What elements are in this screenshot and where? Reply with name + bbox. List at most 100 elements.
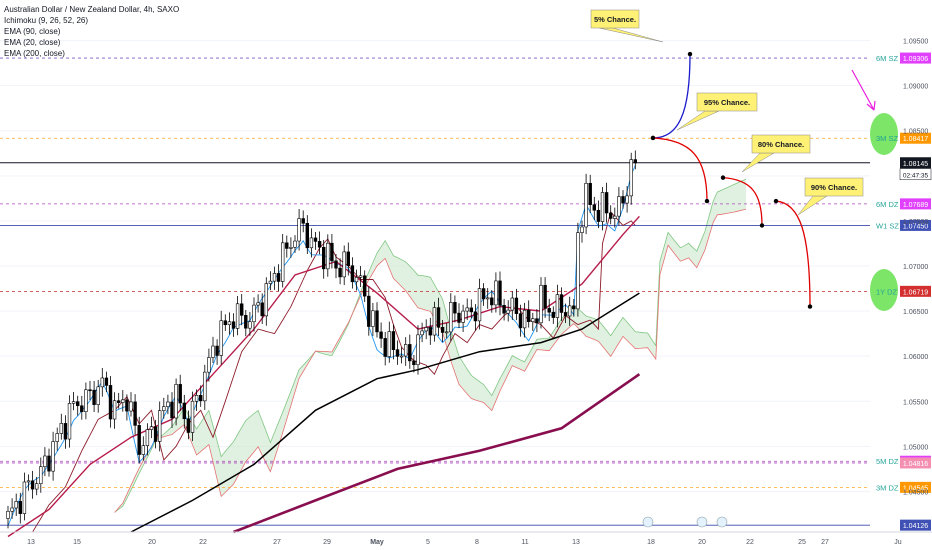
candle-body: [477, 288, 482, 322]
candle-body: [6, 510, 10, 519]
candle-body: [34, 483, 39, 490]
candle-body: [276, 273, 281, 282]
price-tag-box: [900, 157, 931, 169]
candle: [539, 277, 543, 329]
candle: [51, 431, 55, 481]
candle-body: [629, 159, 633, 197]
candle-body: [117, 400, 121, 403]
event-marker-icon: [642, 516, 654, 528]
candle: [440, 319, 445, 343]
candle: [186, 410, 191, 440]
x-tick-label: 5: [426, 539, 430, 546]
candle-body: [350, 265, 355, 283]
candle: [207, 348, 211, 382]
candle-body: [584, 182, 588, 228]
candle: [190, 391, 195, 442]
candle: [559, 287, 564, 321]
candle-body: [408, 344, 412, 362]
candle: [80, 395, 84, 420]
candle-body: [280, 242, 285, 282]
candle-body: [100, 377, 105, 388]
candle-body: [76, 401, 80, 407]
candle: [289, 237, 293, 258]
candle: [375, 302, 379, 338]
callout: 95% Chance.: [676, 92, 758, 131]
candle: [490, 290, 494, 313]
candle-body: [55, 433, 59, 442]
candle-body: [162, 406, 166, 411]
candle: [592, 196, 597, 221]
candle: [453, 295, 457, 323]
candle: [67, 395, 72, 448]
legend-ema90[interactable]: EMA (90, close): [4, 27, 61, 36]
forecast-start-dot: [773, 198, 779, 204]
candle-body: [39, 466, 43, 485]
candle: [633, 150, 638, 170]
grid: [0, 40, 870, 492]
candle: [14, 493, 18, 517]
legend-ema200[interactable]: EMA (200, close): [4, 49, 65, 58]
candle-body: [30, 480, 35, 490]
y-tick-label: 1.06000: [903, 354, 928, 361]
candle: [39, 457, 43, 493]
forecast-curve: [652, 137, 708, 202]
candle-body: [63, 423, 68, 440]
candle: [215, 339, 219, 365]
candle: [428, 317, 432, 345]
candle-body: [367, 295, 371, 327]
senkou-span-b: [114, 208, 747, 513]
candle: [194, 389, 199, 411]
candle-body: [473, 311, 478, 322]
legend-ichimoku[interactable]: Ichimoku (9, 26, 52, 26): [4, 16, 89, 25]
candle-body: [633, 159, 638, 164]
candle: [240, 294, 244, 326]
candle: [117, 392, 121, 409]
candle: [551, 306, 556, 324]
candle: [420, 322, 424, 343]
candle: [211, 336, 215, 364]
x-tick-label: 13: [572, 539, 580, 546]
countdown-box: [899, 168, 932, 181]
candle-body: [621, 196, 625, 204]
candle: [252, 297, 256, 332]
candle-body: [403, 344, 408, 357]
x-tick-label: 18: [647, 539, 655, 546]
candle-body: [223, 320, 227, 326]
candle: [244, 309, 248, 337]
legend-ema20[interactable]: EMA (20, close): [4, 38, 61, 47]
price-tag-box: [900, 198, 931, 210]
forecast-end-dot: [687, 51, 693, 57]
candle-body: [10, 507, 14, 512]
y-tick-label: 1.09500: [903, 39, 928, 46]
level-label: 5M DZ: [876, 457, 899, 466]
candle: [346, 242, 350, 276]
candle-body: [211, 345, 215, 358]
candle: [362, 270, 367, 303]
price-tag-text: 1.09306: [903, 56, 928, 63]
candle: [403, 337, 408, 366]
candle-body: [440, 326, 445, 333]
level-label: 6M SZ: [876, 54, 899, 63]
candle: [100, 368, 105, 397]
candle: [141, 436, 145, 461]
price-tag-box: [900, 219, 931, 231]
price-tag: 1.04816: [900, 457, 931, 469]
candle: [604, 182, 609, 223]
candle: [260, 293, 264, 325]
candle-body: [104, 377, 109, 386]
candle: [621, 190, 625, 209]
candle: [342, 245, 346, 286]
candle-body: [92, 389, 96, 405]
candle-body: [88, 389, 92, 392]
candle: [330, 234, 334, 269]
candle-body: [47, 455, 51, 472]
candle: [59, 413, 64, 440]
candle: [235, 296, 240, 336]
candle-body: [539, 284, 543, 324]
candle-body: [485, 297, 490, 300]
pointer-arrow: [851, 69, 875, 111]
candle-body: [145, 429, 150, 446]
zone-ellipse-top: [870, 113, 898, 155]
candle: [18, 492, 22, 524]
